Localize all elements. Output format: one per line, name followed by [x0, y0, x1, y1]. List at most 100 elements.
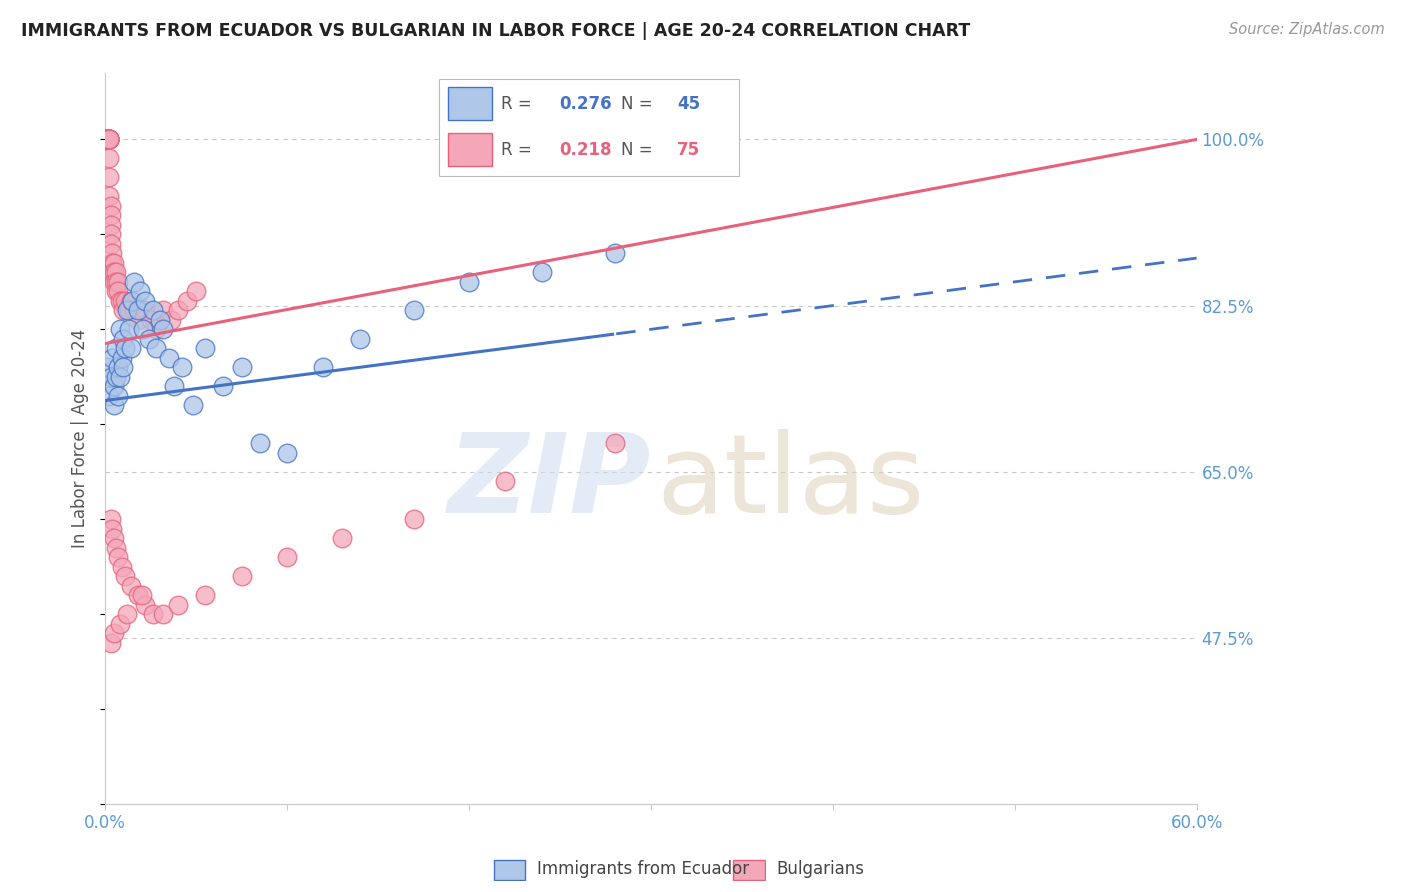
- Point: [115, 303, 138, 318]
- Point: [105, 341, 128, 355]
- Point: [97, 132, 120, 146]
- Point: [131, 588, 153, 602]
- Point: [103, 531, 125, 545]
- Point: [97, 132, 120, 146]
- Text: Source: ZipAtlas.com: Source: ZipAtlas.com: [1229, 22, 1385, 37]
- Point: [139, 313, 162, 327]
- Point: [105, 369, 128, 384]
- Point: [101, 351, 124, 365]
- Point: [120, 341, 142, 355]
- Point: [103, 398, 125, 412]
- Point: [349, 332, 371, 346]
- Point: [97, 132, 120, 146]
- Point: [127, 588, 149, 602]
- Point: [134, 293, 156, 308]
- Point: [458, 275, 481, 289]
- Point: [105, 541, 128, 555]
- Point: [141, 607, 163, 621]
- Point: [530, 265, 553, 279]
- Point: [96, 360, 118, 375]
- Point: [108, 322, 131, 336]
- Point: [108, 369, 131, 384]
- Point: [100, 227, 122, 242]
- Point: [97, 132, 120, 146]
- Text: Bulgarians: Bulgarians: [776, 860, 865, 878]
- Y-axis label: In Labor Force | Age 20-24: In Labor Force | Age 20-24: [72, 329, 89, 548]
- Point: [134, 598, 156, 612]
- Text: R =: R =: [501, 95, 537, 112]
- Point: [152, 303, 174, 318]
- Point: [107, 360, 129, 375]
- Text: IMMIGRANTS FROM ECUADOR VS BULGARIAN IN LABOR FORCE | AGE 20-24 CORRELATION CHAR: IMMIGRANTS FROM ECUADOR VS BULGARIAN IN …: [21, 22, 970, 40]
- Text: R =: R =: [501, 141, 537, 159]
- Point: [108, 616, 131, 631]
- Point: [145, 341, 167, 355]
- Point: [105, 285, 128, 299]
- Point: [97, 132, 120, 146]
- Text: 45: 45: [678, 95, 700, 112]
- Point: [110, 351, 132, 365]
- Point: [194, 341, 217, 355]
- Point: [108, 293, 131, 308]
- Point: [101, 265, 124, 279]
- Point: [97, 132, 120, 146]
- Point: [97, 170, 120, 185]
- Point: [97, 132, 120, 146]
- Point: [101, 256, 124, 270]
- Point: [107, 389, 129, 403]
- Point: [276, 550, 298, 565]
- Text: N =: N =: [621, 141, 658, 159]
- Bar: [449, 87, 492, 120]
- Point: [231, 360, 253, 375]
- Point: [157, 351, 180, 365]
- Point: [115, 607, 138, 621]
- Point: [96, 132, 118, 146]
- Point: [128, 285, 150, 299]
- Point: [97, 132, 120, 146]
- Point: [96, 132, 118, 146]
- Point: [112, 332, 135, 346]
- Text: 0.276: 0.276: [560, 95, 612, 112]
- Point: [330, 531, 353, 545]
- Point: [114, 569, 136, 583]
- Point: [494, 474, 516, 488]
- Point: [114, 293, 136, 308]
- Point: [101, 522, 124, 536]
- Point: [120, 579, 142, 593]
- Point: [97, 152, 120, 166]
- Point: [138, 332, 160, 346]
- Point: [312, 360, 335, 375]
- Point: [152, 322, 174, 336]
- Point: [100, 199, 122, 213]
- Point: [94, 132, 117, 146]
- Point: [118, 303, 141, 318]
- Point: [97, 389, 120, 403]
- Point: [107, 550, 129, 565]
- Point: [97, 189, 120, 203]
- Point: [127, 313, 149, 327]
- Point: [149, 313, 172, 327]
- Point: [107, 285, 129, 299]
- Point: [100, 512, 122, 526]
- Point: [100, 236, 122, 251]
- Point: [107, 275, 129, 289]
- Point: [121, 293, 143, 308]
- Point: [170, 360, 193, 375]
- Point: [96, 132, 118, 146]
- Text: 0.218: 0.218: [560, 141, 612, 159]
- Point: [194, 588, 217, 602]
- Point: [103, 379, 125, 393]
- Point: [97, 132, 120, 146]
- Point: [100, 208, 122, 222]
- Point: [404, 303, 426, 318]
- Point: [212, 379, 235, 393]
- Text: 75: 75: [678, 141, 700, 159]
- Point: [167, 598, 190, 612]
- Point: [114, 341, 136, 355]
- Point: [103, 256, 125, 270]
- Point: [231, 569, 253, 583]
- Point: [159, 313, 181, 327]
- Text: N =: N =: [621, 95, 658, 112]
- Text: ZIP: ZIP: [447, 429, 651, 536]
- Point: [124, 303, 146, 318]
